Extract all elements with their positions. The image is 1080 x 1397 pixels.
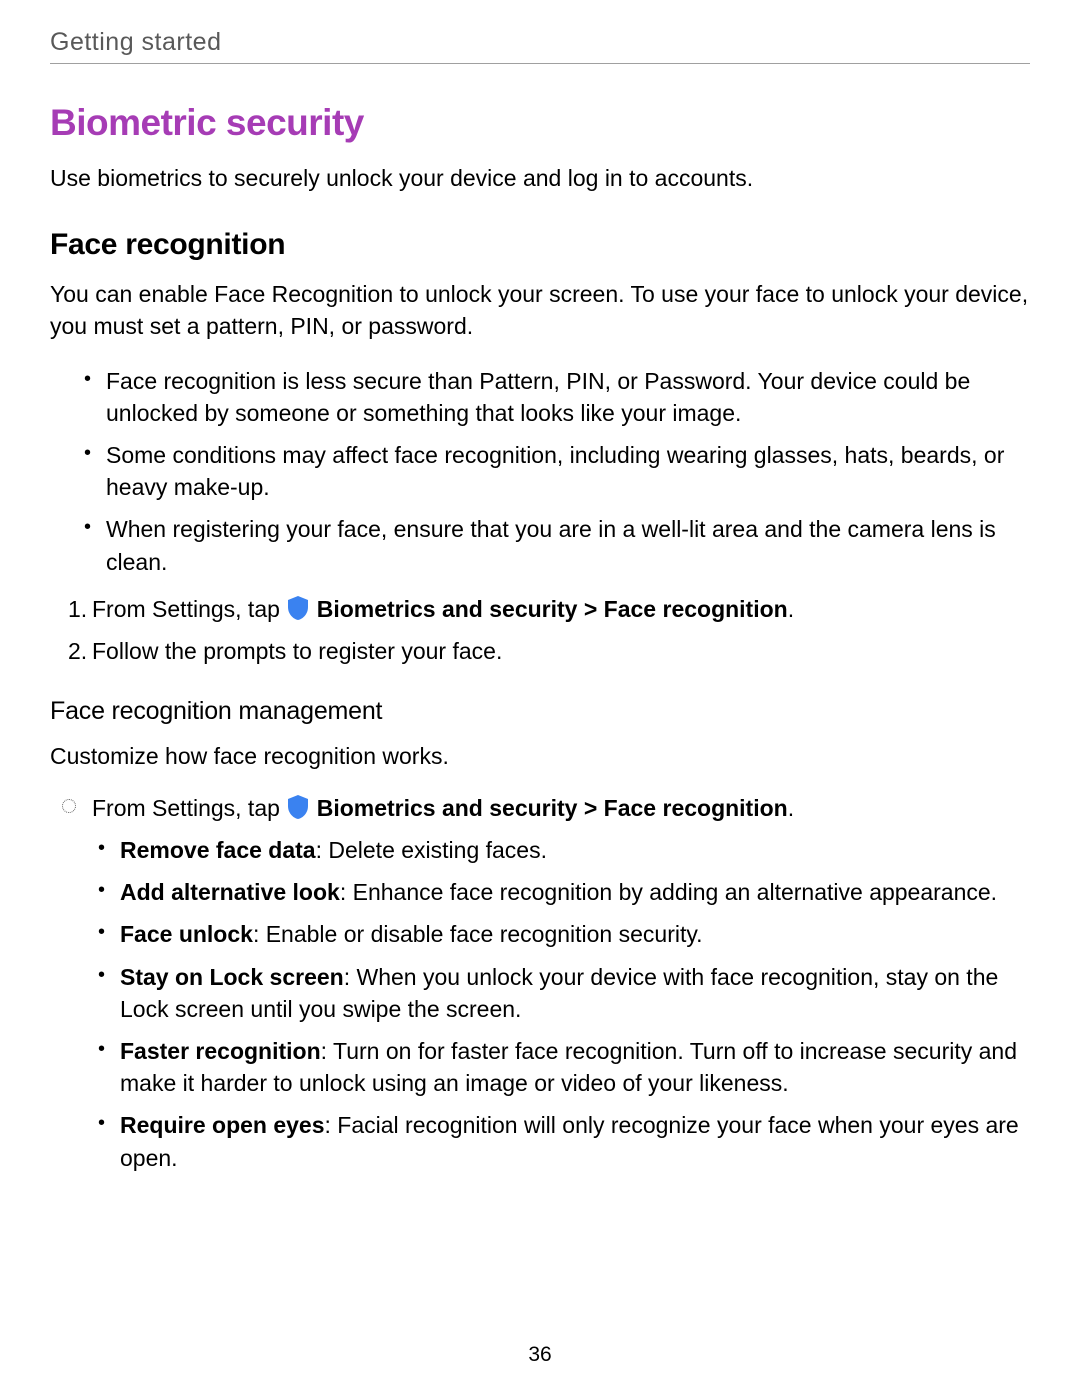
step-suffix: .: [788, 596, 794, 622]
list-item: Some conditions may affect face recognit…: [106, 439, 1030, 503]
option-label: Remove face data: [120, 837, 316, 863]
circle-marker-icon: [62, 799, 76, 813]
nav-path: Biometrics and security > Face recogniti…: [317, 596, 788, 622]
page-intro: Use biometrics to securely unlock your d…: [50, 162, 1030, 194]
list-item: Face recognition is less secure than Pat…: [106, 365, 1030, 429]
option-desc: : Enhance face recognition by adding an …: [340, 879, 997, 905]
step-text: From Settings, tap: [92, 596, 286, 622]
shield-icon: [286, 794, 310, 820]
list-item: Face unlock: Enable or disable face reco…: [120, 918, 1030, 950]
page-number: 36: [0, 1343, 1080, 1367]
nav-path: Biometrics and security > Face recogniti…: [317, 795, 788, 821]
list-item: Require open eyes: Facial recognition wi…: [120, 1109, 1030, 1173]
list-item: Add alternative look: Enhance face recog…: [120, 876, 1030, 908]
section-intro: You can enable Face Recognition to unloc…: [50, 278, 1030, 342]
option-desc: : Enable or disable face recognition sec…: [253, 921, 703, 947]
option-desc: : Delete existing faces.: [316, 837, 547, 863]
subsection-title-management: Face recognition management: [50, 697, 1030, 726]
page-title: Biometric security: [50, 102, 1030, 144]
section-title-face-recognition: Face recognition: [50, 228, 1030, 262]
face-recognition-notes: Face recognition is less secure than Pat…: [50, 365, 1030, 578]
option-label: Stay on Lock screen: [120, 964, 344, 990]
list-item: From Settings, tap Biometrics and securi…: [92, 592, 1030, 627]
subsection-intro: Customize how face recognition works.: [50, 740, 1030, 772]
list-item: When registering your face, ensure that …: [106, 513, 1030, 577]
lead-suffix: .: [788, 795, 794, 821]
option-label: Add alternative look: [120, 879, 340, 905]
management-options: Remove face data: Delete existing faces.…: [92, 834, 1030, 1174]
option-label: Faster recognition: [120, 1038, 321, 1064]
option-label: Face unlock: [120, 921, 253, 947]
breadcrumb: Getting started: [50, 28, 1030, 64]
lead-text: From Settings, tap: [92, 795, 286, 821]
list-item: From Settings, tap Biometrics and securi…: [92, 792, 1030, 1174]
setup-steps: From Settings, tap Biometrics and securi…: [50, 592, 1030, 669]
option-label: Require open eyes: [120, 1112, 325, 1138]
list-item: Stay on Lock screen: When you unlock you…: [120, 961, 1030, 1025]
list-item: Faster recognition: Turn on for faster f…: [120, 1035, 1030, 1099]
list-item: Remove face data: Delete existing faces.: [120, 834, 1030, 866]
management-lead: From Settings, tap Biometrics and securi…: [50, 792, 1030, 1174]
list-item: Follow the prompts to register your face…: [92, 634, 1030, 669]
shield-icon: [286, 595, 310, 621]
